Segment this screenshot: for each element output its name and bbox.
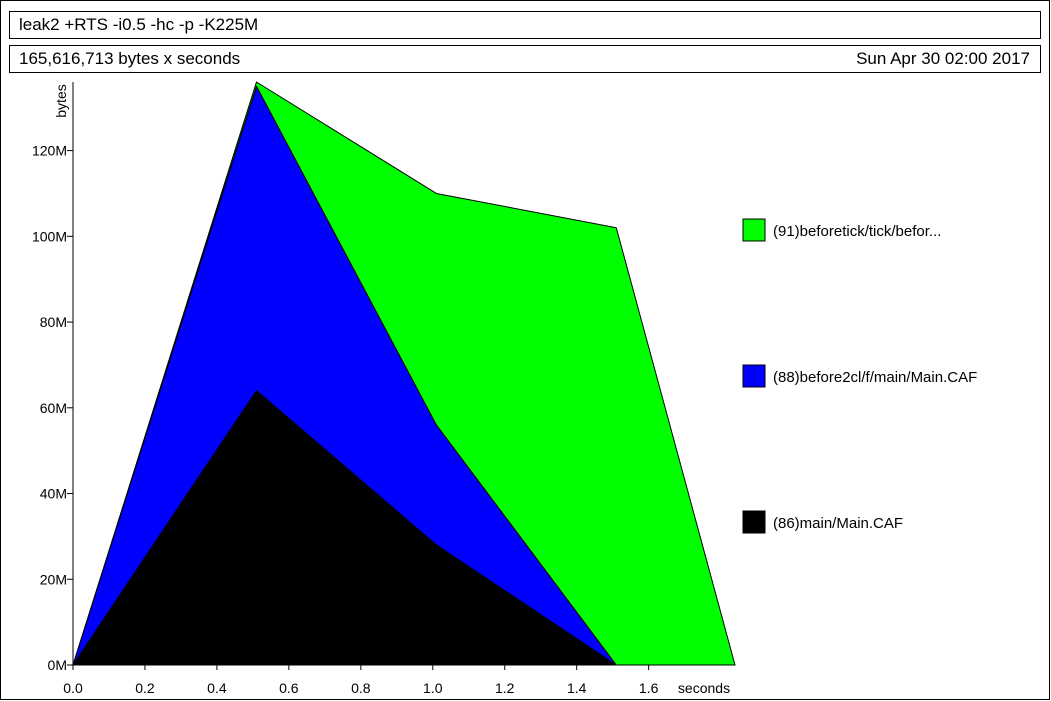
x-tick-label: 1.2	[495, 680, 515, 696]
y-axis-label: bytes	[53, 84, 69, 117]
legend-label: (88)before2cl/f/main/Main.CAF	[773, 369, 977, 386]
y-tick-label: 100M	[32, 228, 67, 244]
legend-label: (86)main/Main.CAF	[773, 515, 903, 532]
y-tick-label: 20M	[40, 571, 67, 587]
x-axis-label: seconds	[678, 680, 730, 696]
x-tick-label: 0.4	[207, 680, 227, 696]
summary-box: 165,616,713 bytes x seconds Sun Apr 30 0…	[9, 45, 1041, 73]
run-date: Sun Apr 30 02:00 2017	[856, 49, 1030, 68]
x-tick-label: 0.0	[63, 680, 83, 696]
y-tick-label: 120M	[32, 143, 67, 159]
x-tick-label: 1.6	[639, 680, 659, 696]
x-tick-label: 1.0	[423, 680, 443, 696]
legend-swatch	[742, 510, 766, 534]
y-tick-label: 0M	[48, 657, 67, 673]
legend-label: (91)beforetick/tick/befor...	[773, 223, 941, 240]
x-tick-label: 0.8	[351, 680, 371, 696]
y-tick-label: 40M	[40, 486, 67, 502]
total-bytes-seconds: 165,616,713 bytes x seconds	[19, 49, 241, 68]
x-tick-label: 0.6	[279, 680, 299, 696]
program-command: leak2 +RTS -i0.5 -hc -p -K225M	[19, 15, 259, 34]
legend-swatch	[742, 218, 766, 242]
legend-swatch	[742, 364, 766, 388]
x-tick-label: 1.4	[567, 680, 587, 696]
y-tick-label: 60M	[40, 400, 67, 416]
title-box: leak2 +RTS -i0.5 -hc -p -K225M	[9, 11, 1041, 39]
y-tick-label: 80M	[40, 314, 67, 330]
x-tick-label: 0.2	[135, 680, 155, 696]
